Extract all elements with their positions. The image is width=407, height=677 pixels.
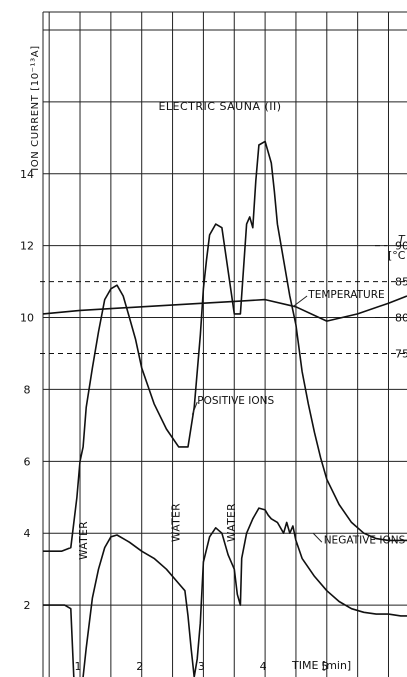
temperature-tick-label: 85: [395, 276, 407, 289]
temperature-tick-label: 75: [395, 347, 407, 360]
x-tick-label: 5: [321, 660, 328, 673]
y-tick-label: 10: [20, 312, 34, 325]
secondary-axis-unit: [°C: [388, 249, 406, 262]
series-curves: [42, 140, 407, 677]
series-label: NEGATIVE IONS: [324, 534, 406, 546]
x-axis-label: TIME [min]: [291, 659, 351, 672]
temperature-reference-lines: [40, 245, 407, 354]
positive-ions-leader: [191, 401, 198, 415]
series-line-temperature: [42, 295, 407, 322]
water-annotation: WATER: [226, 503, 238, 542]
temperature-leader: [292, 295, 308, 308]
series-label: POSITIVE IONS: [197, 395, 274, 407]
water-annotation: WATER: [78, 521, 90, 560]
x-tick-label: 3: [198, 660, 205, 673]
x-tick-label: 1: [75, 660, 82, 673]
y-tick-label: 6: [24, 455, 31, 468]
temperature-tick-label: 90: [395, 240, 407, 253]
x-tick-label: 4: [260, 660, 267, 673]
series-line-positive-ions: [43, 140, 407, 553]
series-line-negative-ions: [43, 507, 407, 677]
y-tick-label: 8: [24, 383, 31, 396]
y-tick-label: 14: [20, 168, 34, 181]
temperature-tick-label: 80: [395, 312, 407, 325]
y-tick-label: 2: [24, 599, 31, 612]
series-label: TEMPERATURE: [307, 289, 384, 301]
chart-title: ELECTRIC SAUNA (II): [158, 100, 281, 113]
secondary-axis-symbol: T: [398, 233, 406, 246]
grid: [42, 11, 407, 677]
negative-ions-leader: [312, 532, 323, 543]
x-tick-label: 2: [136, 660, 143, 673]
y-tick-label: 4: [24, 527, 31, 540]
y-tick-label: 12: [20, 240, 34, 253]
chart-labels: ELECTRIC SAUNA (II) ION CURRENT [10⁻¹³A]…: [20, 45, 407, 673]
y-axis-label: ION CURRENT [10⁻¹³A]: [30, 45, 41, 170]
water-annotation: WATER: [171, 503, 183, 542]
